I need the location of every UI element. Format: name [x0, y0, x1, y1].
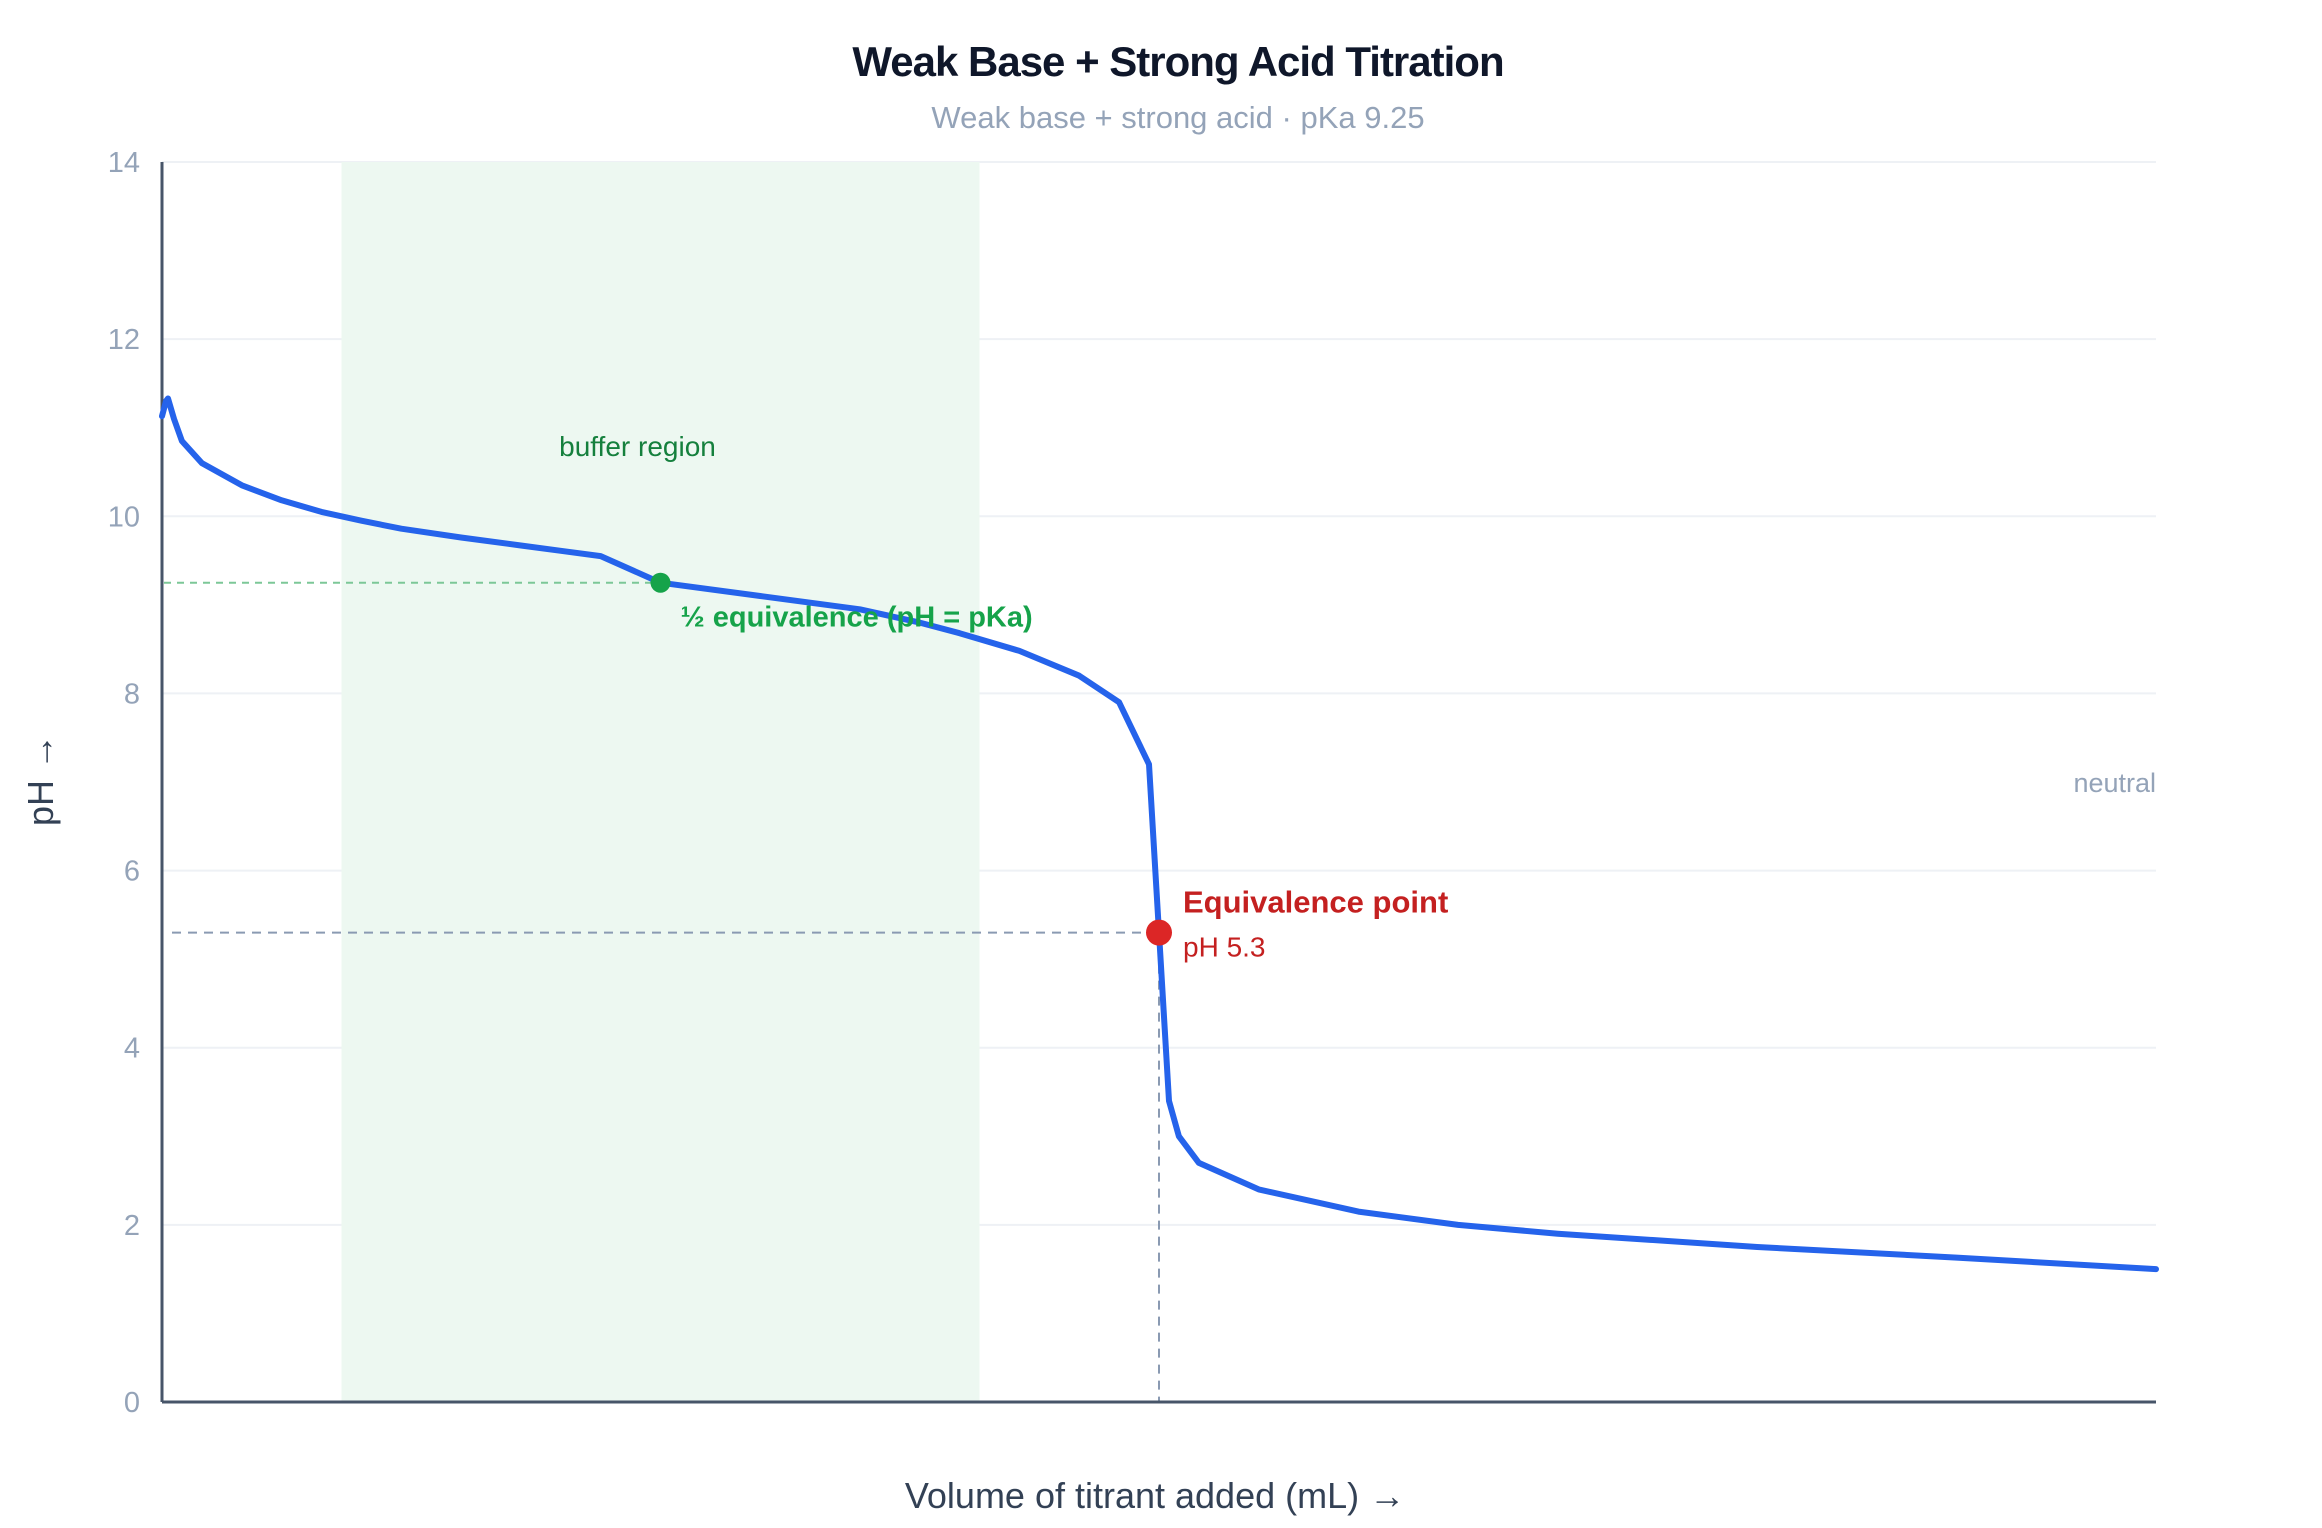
y-tick-label: 0 — [124, 1387, 140, 1419]
titration-curves — [159, 395, 2159, 1273]
y-tick-label: 14 — [108, 147, 140, 179]
equivalence-point-label: Equivalence point — [1183, 885, 1448, 920]
x-axis-label: Volume of titrant added (mL) → — [905, 1475, 1405, 1516]
buffer-region-label: buffer region — [559, 431, 716, 462]
guide-lines: neutral — [164, 581, 2156, 1402]
equivalence-point-marker — [1146, 919, 1172, 946]
buffer-region-band — [341, 162, 980, 1402]
chart-subtitle: Weak base + strong acid · pKa 9.25 — [931, 100, 1424, 135]
neutral-reference-label: neutral — [2073, 768, 2156, 798]
titration-curve-line — [159, 395, 2159, 1273]
y-tick-label: 10 — [108, 501, 140, 533]
chart-title: Weak Base + Strong Acid Titration — [852, 38, 1503, 85]
y-tick-label: 2 — [124, 1210, 140, 1242]
half-equivalence-marker — [650, 572, 671, 593]
axes: 0 2 4 6 8 10 12 14 — [108, 147, 2156, 1419]
y-tick-label: 12 — [108, 324, 140, 356]
point-markers: ½ equivalence (pH = pKa) Equivalence poin… — [650, 572, 1448, 963]
y-tick-label: 4 — [124, 1033, 140, 1065]
half-equivalence-label: ½ equivalence (pH = pKa) — [681, 602, 1033, 634]
y-tick-label: 6 — [124, 856, 140, 888]
y-axis-label: pH → — [20, 734, 61, 826]
shaded-regions: buffer region — [341, 162, 980, 1402]
equivalence-point-ph-label: pH 5.3 — [1183, 932, 1266, 963]
y-tick-label: 8 — [124, 678, 140, 710]
